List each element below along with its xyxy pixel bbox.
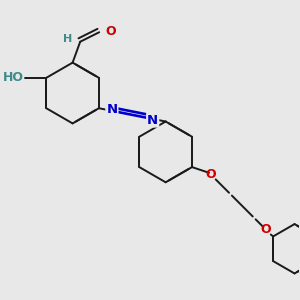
Text: HO: HO [2, 71, 23, 84]
Text: O: O [261, 223, 272, 236]
Text: N: N [106, 103, 117, 116]
Text: O: O [105, 25, 116, 38]
Text: N: N [147, 114, 158, 127]
Text: H: H [63, 34, 73, 44]
Text: O: O [206, 168, 216, 181]
